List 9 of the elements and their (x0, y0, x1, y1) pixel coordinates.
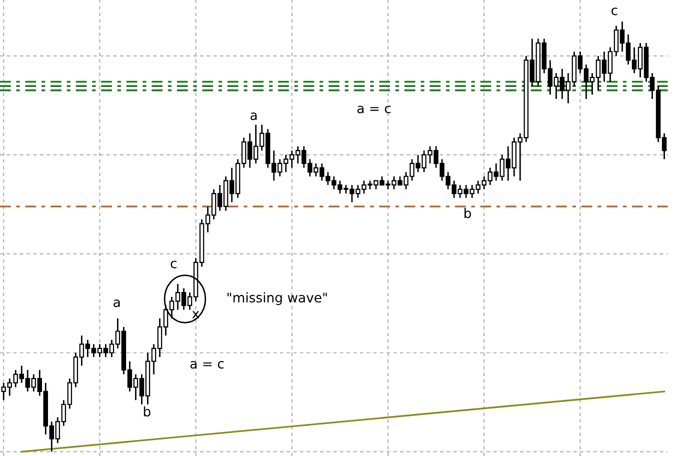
text: c (612, 8, 618, 16)
annotation: "missing wave" (228, 292, 327, 306)
annotation: a (114, 299, 120, 308)
annotation: a = c (190, 361, 224, 369)
annotation: b (464, 208, 471, 218)
annotation: a = c (357, 106, 391, 114)
annotation: a (250, 112, 257, 120)
annotation: b (144, 406, 150, 417)
annotation: c (170, 260, 176, 268)
